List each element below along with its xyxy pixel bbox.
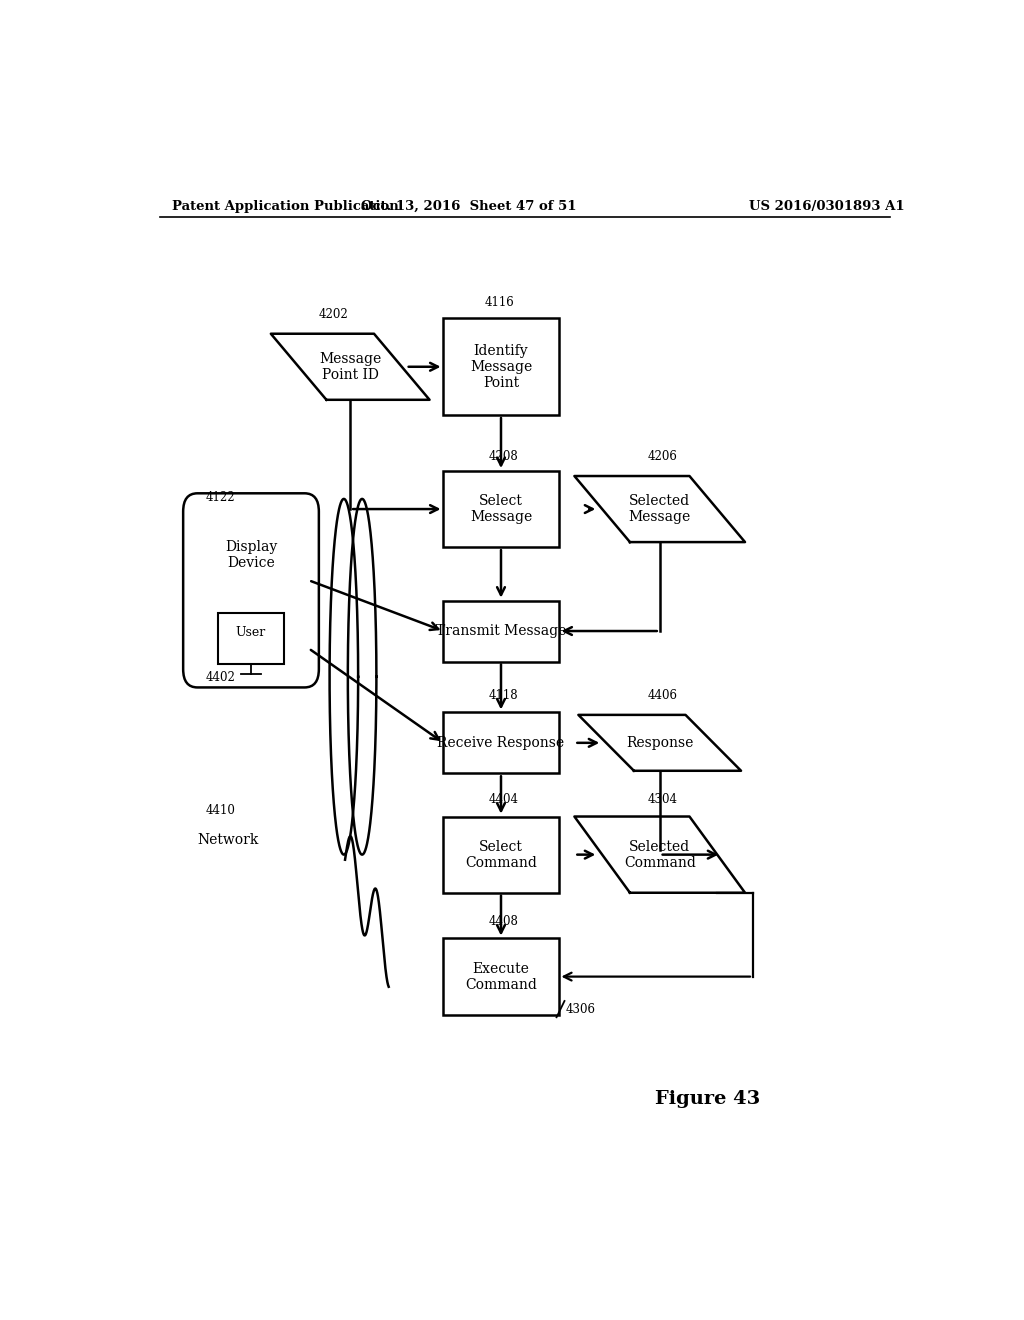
FancyBboxPatch shape [443, 471, 558, 548]
Text: 4406: 4406 [648, 689, 678, 702]
Text: Selected
Command: Selected Command [624, 840, 695, 870]
Text: Identify
Message
Point: Identify Message Point [470, 343, 532, 389]
Text: User: User [236, 626, 266, 639]
Text: Select
Command: Select Command [465, 840, 537, 870]
Polygon shape [270, 334, 430, 400]
Text: Message
Point ID: Message Point ID [319, 351, 381, 381]
Text: Transmit Message: Transmit Message [436, 624, 566, 638]
FancyBboxPatch shape [443, 817, 558, 892]
Text: Selected
Message: Selected Message [629, 494, 691, 524]
Text: 4410: 4410 [206, 804, 236, 817]
Text: Display
Device: Display Device [225, 540, 278, 570]
Text: 4404: 4404 [489, 793, 519, 805]
FancyBboxPatch shape [443, 939, 558, 1015]
Text: 4208: 4208 [489, 450, 519, 463]
FancyBboxPatch shape [443, 601, 558, 661]
Polygon shape [579, 715, 741, 771]
Text: US 2016/0301893 A1: US 2016/0301893 A1 [749, 199, 904, 213]
Text: Figure 43: Figure 43 [654, 1089, 760, 1107]
Text: Response: Response [626, 735, 693, 750]
Text: Select
Message: Select Message [470, 494, 532, 524]
Text: Execute
Command: Execute Command [465, 961, 537, 991]
FancyBboxPatch shape [183, 494, 318, 688]
Text: Oct. 13, 2016  Sheet 47 of 51: Oct. 13, 2016 Sheet 47 of 51 [361, 199, 577, 213]
Text: 4118: 4118 [489, 689, 519, 702]
Text: 4206: 4206 [648, 450, 678, 463]
FancyBboxPatch shape [218, 612, 284, 664]
Text: 4202: 4202 [318, 308, 348, 321]
Text: 4116: 4116 [485, 296, 515, 309]
Text: 4402: 4402 [206, 671, 236, 684]
Text: 4408: 4408 [489, 915, 519, 928]
Text: Network: Network [198, 833, 259, 847]
Text: 4122: 4122 [206, 491, 236, 504]
Text: Receive Response: Receive Response [437, 735, 564, 750]
FancyBboxPatch shape [443, 713, 558, 774]
Text: 4306: 4306 [566, 1003, 596, 1015]
FancyBboxPatch shape [443, 318, 558, 414]
Polygon shape [574, 477, 745, 543]
Polygon shape [574, 817, 745, 892]
Text: Patent Application Publication: Patent Application Publication [172, 199, 398, 213]
Text: 4304: 4304 [648, 793, 678, 805]
